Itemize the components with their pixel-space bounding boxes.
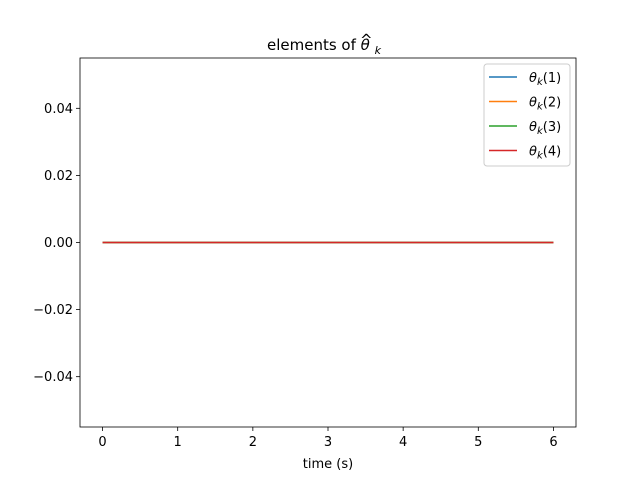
chart-title: elements of θ k: [267, 36, 382, 57]
chart-title-prefix: elements of: [267, 36, 361, 54]
x-tick-label: 3: [324, 435, 332, 450]
chart-title-symbol: θ: [361, 36, 370, 54]
x-tick-label: 2: [249, 435, 257, 450]
x-tick-label: 6: [549, 435, 557, 450]
legend-box: [483, 63, 571, 167]
x-tick-label: 1: [174, 435, 182, 450]
chart-title-subscript: k: [375, 44, 382, 57]
y-tick-label: 0.02: [44, 169, 73, 184]
x-tick-label: 5: [474, 435, 482, 450]
legend-label: θk(4): [529, 145, 561, 162]
x-tick-label: 0: [98, 435, 106, 450]
legend: θk(1) θk(2) θk(3) θk(4): [483, 63, 571, 167]
y-tick-label: −0.02: [33, 303, 73, 318]
y-tick-label: 0.00: [44, 236, 73, 251]
y-tick-label: 0.04: [44, 102, 73, 117]
x-axis-label: time (s): [303, 457, 353, 472]
legend-label: θk(2): [529, 96, 561, 113]
legend-label: θk(3): [529, 120, 561, 137]
x-tick-label: 4: [399, 435, 407, 450]
y-tick-label: −0.04: [33, 370, 73, 385]
chart-title-hat: ^: [360, 31, 373, 49]
legend-label: θk(1): [529, 71, 561, 88]
